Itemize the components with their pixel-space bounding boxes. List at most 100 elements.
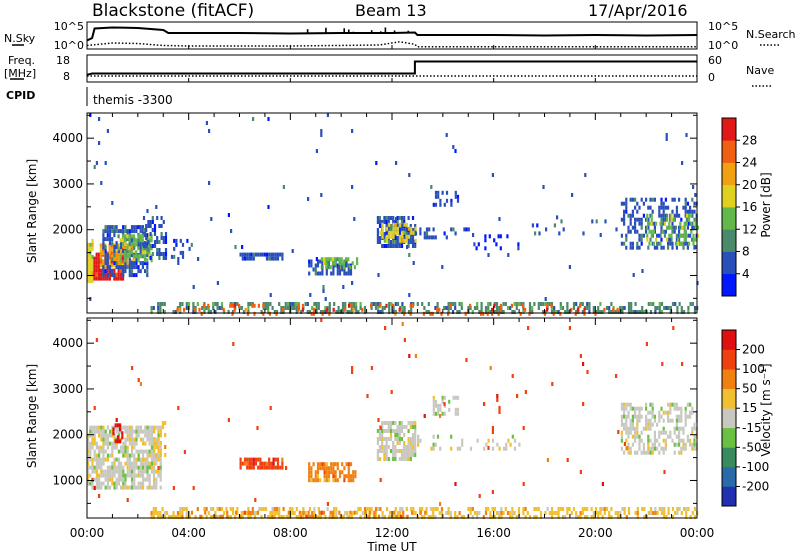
velocity-cell: [327, 474, 331, 479]
cpid-text: themis -3300: [93, 93, 173, 107]
power-cell: [378, 303, 381, 308]
velocity-cell: [636, 515, 639, 519]
velocity-cell: [250, 465, 253, 470]
power-cell: [196, 302, 199, 306]
power-cell: [678, 302, 681, 306]
velocity-cell: [155, 481, 158, 486]
velocity-cell: [343, 478, 346, 483]
velocity-cell: [349, 474, 353, 479]
velocity-cell: [684, 406, 687, 411]
velocity-cell: [383, 457, 386, 461]
velocity-cell: [126, 433, 129, 438]
power-cell: [429, 311, 432, 316]
velocity-cell: [142, 465, 145, 470]
power-cell: [495, 302, 499, 306]
velocity-cell: [120, 461, 123, 466]
power-cell: [684, 241, 687, 246]
power-cell: [632, 310, 635, 314]
velocity-cell: [363, 507, 367, 511]
power-cell: [608, 310, 611, 314]
velocity-cell: [495, 511, 499, 515]
power-cell: [91, 238, 94, 243]
power-cell: [642, 201, 645, 206]
power-cell: [145, 228, 148, 232]
velocity-cell: [691, 406, 694, 411]
power-cell: [342, 261, 345, 266]
power-cell: [121, 238, 125, 243]
velocity-cell: [691, 426, 694, 431]
velocity-cell: [102, 461, 105, 466]
power-cell: [322, 289, 325, 293]
velocity-cell: [627, 402, 630, 407]
power-cell: [387, 244, 390, 248]
power-cell: [144, 233, 147, 238]
velocity-cell: [319, 462, 322, 467]
velocity-cell: [378, 433, 382, 437]
power-colorbar-swatch: [722, 273, 736, 297]
power-cell: [652, 302, 655, 306]
velocity-cell: [381, 445, 384, 449]
velocity-cell: [378, 429, 382, 433]
power-cell: [381, 244, 384, 248]
velocity-cell: [522, 511, 525, 515]
velocity-cell: [658, 430, 661, 435]
velocity-cell: [310, 474, 313, 479]
power-cell: [620, 217, 623, 222]
power-cell: [115, 265, 118, 270]
power-cell: [108, 229, 112, 234]
power-cell: [308, 310, 312, 314]
velocity-cell: [229, 515, 232, 519]
velocity-cell: [128, 429, 131, 434]
velocity-cell: [148, 461, 151, 466]
power-cell: [179, 238, 182, 243]
power-cell: [326, 113, 329, 117]
velocity-cell: [91, 469, 94, 474]
velocity-cell: [400, 429, 404, 433]
power-cell: [427, 302, 430, 306]
power-cell: [625, 205, 628, 210]
velocity-cell: [128, 453, 131, 458]
velocity-cell: [102, 457, 105, 462]
velocity-cell: [620, 430, 623, 435]
velocity-cell: [625, 426, 628, 431]
power-cell: [677, 237, 680, 242]
power-cell: [185, 306, 188, 310]
power-cell: [385, 220, 388, 224]
power-cell: [664, 213, 667, 218]
power-cell: [146, 209, 149, 213]
power-cell: [89, 254, 92, 259]
velocity-cell: [135, 429, 138, 434]
power-cell: [282, 310, 285, 314]
power-cell: [447, 311, 450, 316]
power-cell: [392, 222, 395, 227]
power-cell: [147, 248, 150, 252]
velocity-cell: [142, 481, 145, 486]
power-cell: [411, 236, 415, 240]
power-cell: [111, 241, 114, 246]
velocity-cell: [240, 511, 243, 515]
velocity-cell: [631, 426, 634, 431]
velocity-cell: [608, 511, 611, 515]
power-cell: [645, 225, 648, 230]
velocity-cell: [550, 515, 554, 519]
velocity-cell: [259, 457, 262, 462]
velocity-cell: [634, 434, 637, 439]
velocity-cell: [316, 474, 320, 479]
velocity-cell: [265, 465, 269, 470]
velocity-cell: [319, 478, 322, 483]
velocity-cell: [126, 469, 129, 474]
power-cell: [506, 234, 509, 239]
velocity-cell: [153, 449, 156, 453]
velocity-cell: [146, 477, 149, 482]
power-cell: [295, 306, 298, 310]
velocity-cell: [423, 515, 426, 519]
velocity-cell: [153, 457, 156, 462]
power-cell: [447, 302, 450, 306]
velocity-cell: [674, 511, 677, 515]
velocity-cell: [443, 402, 446, 406]
power-cell: [399, 238, 402, 243]
power-cell: [113, 225, 116, 230]
power-cell: [441, 265, 444, 269]
power-cell: [347, 263, 350, 268]
power-cell: [671, 302, 675, 306]
